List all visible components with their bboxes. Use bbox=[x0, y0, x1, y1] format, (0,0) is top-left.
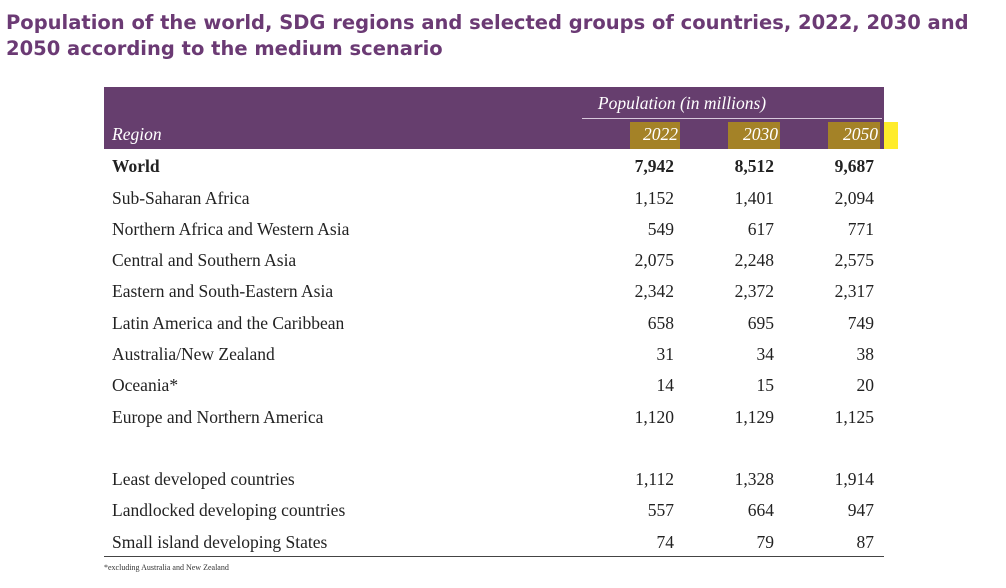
value-2022: 7,942 bbox=[634, 156, 674, 176]
value-2030: 8,512 bbox=[734, 156, 774, 176]
region-name: Small island developing States bbox=[112, 532, 328, 552]
value-2030: 1,328 bbox=[734, 469, 774, 489]
value-2050: 771 bbox=[847, 219, 874, 239]
region-name: Oceania* bbox=[112, 375, 179, 395]
region-name: Northern Africa and Western Asia bbox=[112, 219, 350, 239]
table-row: Oceania* 14 15 20 bbox=[104, 372, 884, 400]
value-2050: 1,914 bbox=[834, 469, 874, 489]
region-name: Latin America and the Caribbean bbox=[112, 313, 345, 333]
region-name: Australia/New Zealand bbox=[112, 344, 275, 364]
value-2030: 1,129 bbox=[734, 407, 774, 427]
value-2050: 2,575 bbox=[834, 250, 874, 270]
value-2050: 2,317 bbox=[834, 281, 874, 301]
region-name: Least developed countries bbox=[112, 469, 295, 489]
value-2022: 2,075 bbox=[634, 250, 674, 270]
value-2050: 87 bbox=[856, 532, 875, 552]
table-bottom-rule bbox=[104, 556, 884, 557]
header-divider bbox=[582, 118, 882, 119]
value-2022: 31 bbox=[656, 344, 675, 364]
value-2022: 1,120 bbox=[634, 407, 674, 427]
table-row: Landlocked developing countries 557 664 … bbox=[104, 497, 884, 525]
value-2030: 2,248 bbox=[734, 250, 774, 270]
region-name: Europe and Northern America bbox=[112, 407, 324, 427]
highlight-2022 bbox=[630, 122, 680, 149]
value-2022: 549 bbox=[647, 219, 674, 239]
region-name: Landlocked developing countries bbox=[112, 500, 346, 520]
highlight-marker bbox=[895, 125, 898, 147]
table-row: World 7,942 8,512 9,687 bbox=[104, 153, 884, 181]
value-2030: 617 bbox=[747, 219, 774, 239]
table-row: Sub-Saharan Africa 1,152 1,401 2,094 bbox=[104, 185, 884, 213]
region-name: Sub-Saharan Africa bbox=[112, 188, 250, 208]
page-title: Population of the world, SDG regions and… bbox=[6, 11, 969, 60]
table-row: Small island developing States 74 79 87 bbox=[104, 529, 884, 557]
value-2022: 14 bbox=[656, 375, 675, 395]
value-2050: 1,125 bbox=[834, 407, 874, 427]
region-name: Central and Southern Asia bbox=[112, 250, 297, 270]
year-2050-header: 2050 bbox=[843, 124, 878, 144]
highlight-2030 bbox=[728, 122, 780, 149]
region-name: World bbox=[112, 156, 160, 176]
year-2022-header: 2022 bbox=[643, 124, 678, 144]
table-row: Europe and Northern America 1,120 1,129 … bbox=[104, 404, 884, 432]
table-row: Eastern and South-Eastern Asia 2,342 2,3… bbox=[104, 278, 884, 306]
value-2022: 74 bbox=[656, 532, 675, 552]
value-2030: 2,372 bbox=[734, 281, 774, 301]
region-name: Eastern and South-Eastern Asia bbox=[112, 281, 334, 301]
value-2022: 2,342 bbox=[634, 281, 674, 301]
highlight-2050 bbox=[828, 122, 880, 149]
value-2030: 15 bbox=[756, 375, 775, 395]
value-2050: 9,687 bbox=[834, 156, 874, 176]
value-2022: 557 bbox=[647, 500, 674, 520]
table-row: Central and Southern Asia 2,075 2,248 2,… bbox=[104, 247, 884, 275]
value-2030: 695 bbox=[747, 313, 774, 333]
footnote: *excluding Australia and New Zealand bbox=[104, 563, 229, 572]
value-2050: 947 bbox=[847, 500, 874, 520]
value-2022: 658 bbox=[647, 313, 674, 333]
table-row: Australia/New Zealand 31 34 38 bbox=[104, 341, 884, 369]
table-row: Northern Africa and Western Asia 549 617… bbox=[104, 216, 884, 244]
table-row: Least developed countries 1,112 1,328 1,… bbox=[104, 466, 884, 494]
value-2050: 749 bbox=[847, 313, 874, 333]
table-row: Latin America and the Caribbean 658 695 … bbox=[104, 310, 884, 338]
value-2030: 34 bbox=[756, 344, 775, 364]
value-2050: 2,094 bbox=[834, 188, 874, 208]
region-column-header: Region bbox=[112, 124, 162, 144]
value-2022: 1,112 bbox=[635, 469, 674, 489]
population-label: Population (in millions) bbox=[597, 93, 767, 113]
value-2022: 1,152 bbox=[634, 188, 674, 208]
year-2030-header: 2030 bbox=[743, 124, 778, 144]
value-2030: 79 bbox=[756, 532, 775, 552]
value-2030: 664 bbox=[747, 500, 774, 520]
value-2050: 38 bbox=[856, 344, 875, 364]
value-2050: 20 bbox=[856, 375, 875, 395]
value-2030: 1,401 bbox=[734, 188, 774, 208]
